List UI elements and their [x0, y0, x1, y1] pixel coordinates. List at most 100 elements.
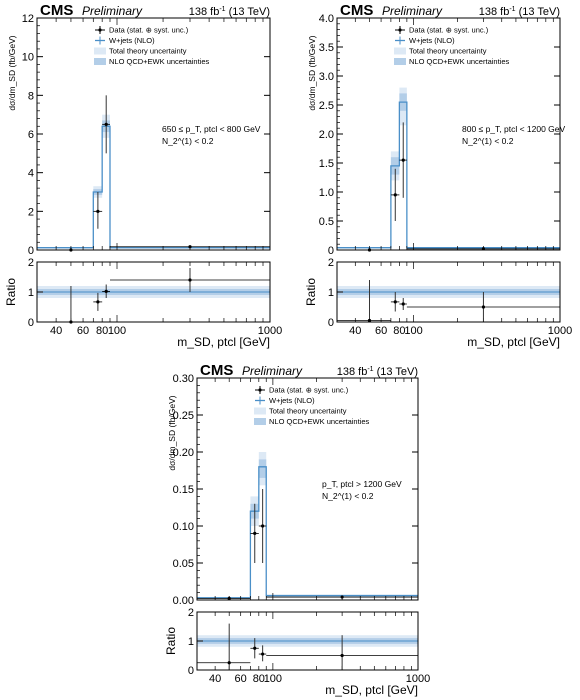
- ytick-label: 1.5: [319, 158, 334, 170]
- legend-nlo-label: NLO QCD+EWK uncertainties: [109, 57, 209, 66]
- ylabel-ratio: Ratio: [304, 278, 318, 306]
- legend-theory-swatch: [394, 47, 406, 55]
- xlabel: m_SD, ptcl [GeV]: [467, 335, 560, 349]
- legend-nlo-swatch: [254, 418, 266, 425]
- data-point-1: [250, 503, 259, 563]
- ytick-label: 6: [28, 129, 34, 141]
- ratio-point-1: [250, 638, 259, 659]
- legend-nlo-swatch: [394, 58, 406, 65]
- legend-nlo-swatch: [94, 58, 106, 65]
- annotation-n2: N_2^(1) < 0.2: [322, 491, 374, 501]
- ratio-marker: [340, 653, 344, 658]
- panel-left: CMS Preliminary 138 fb-1 (13 TeV)024681012…: [4, 2, 282, 349]
- preliminary-label: Preliminary: [82, 4, 143, 18]
- legend-nlo-label: NLO QCD+EWK uncertainties: [409, 57, 509, 66]
- xtick-label: 40: [50, 325, 62, 337]
- ytick-label: 0.05: [173, 558, 194, 570]
- legend-theory-swatch: [94, 47, 106, 55]
- ratio-point-2: [258, 645, 267, 662]
- ytick-label: 0.15: [173, 484, 194, 496]
- legend-nlo-label: NLO QCD+EWK uncertainties: [269, 417, 369, 426]
- data-marker: [393, 193, 397, 197]
- legend-data-marker: [258, 388, 262, 392]
- band-nlo-bin-2: [258, 459, 267, 478]
- ratio-point-1: [390, 292, 400, 312]
- ytick-label: 3.0: [319, 71, 334, 83]
- legend: Data (stat. ⊕ syst. unc.)W+jets (NLO) Tot…: [94, 26, 209, 66]
- ratio-marker: [104, 289, 108, 293]
- cms-label: CMS: [340, 2, 373, 19]
- legend: Data (stat. ⊕ syst. unc.)W+jets (NLO) Tot…: [254, 386, 369, 426]
- ytick-label: 2: [28, 206, 34, 218]
- mc-histogram: [37, 125, 270, 249]
- legend-theory-label: Total theory uncertainty: [269, 407, 347, 416]
- ratio-marker: [188, 278, 192, 282]
- ytick-label: 4.0: [319, 13, 334, 25]
- cms-label: CMS: [40, 2, 73, 19]
- xtick-label: 60: [375, 325, 387, 337]
- ratio-marker: [253, 646, 257, 650]
- kinematic-annotation: 650 ≤ p_T, ptcl < 800 GeV N_2^(1) < 0.2: [162, 124, 261, 146]
- ratio-marker: [367, 318, 372, 323]
- ytick-label: 4: [28, 168, 34, 180]
- data-marker: [253, 531, 257, 536]
- ytick-label: 0: [28, 245, 34, 257]
- annotation-pt: 800 ≤ p_T, ptcl < 1200 GeV: [462, 124, 566, 134]
- ratio-marker: [481, 305, 486, 309]
- legend-data-label: Data (stat. ⊕ syst. unc.): [409, 26, 489, 35]
- mc-histogram: [197, 466, 418, 599]
- preliminary-label: Preliminary: [382, 4, 443, 18]
- xlabel: m_SD, ptcl [GeV]: [177, 335, 270, 349]
- ytick-label: 0: [328, 245, 334, 257]
- xtick-label: 1000: [548, 325, 572, 337]
- data-point-2: [102, 95, 110, 154]
- annotation-pt: 650 ≤ p_T, ptcl < 800 GeV: [162, 124, 261, 134]
- legend-data-marker: [398, 28, 402, 32]
- ratio-ytick-label: 0: [28, 317, 34, 329]
- legend-mc-label: W+jets (NLO): [109, 36, 155, 45]
- lumi-label: 138 fb-1 (13 TeV): [479, 6, 560, 18]
- data-marker: [104, 122, 108, 126]
- kinematic-annotation: 800 ≤ p_T, ptcl < 1200 GeV N_2^(1) < 0.2: [462, 124, 566, 146]
- ratio-marker: [227, 661, 231, 665]
- xtick-label: 80: [253, 673, 265, 685]
- data-point-2: [258, 489, 267, 563]
- ratio-point-3: [109, 268, 270, 292]
- data-marker: [261, 524, 265, 528]
- ytick-label: 2.5: [319, 100, 334, 112]
- mc-histogram: [337, 101, 560, 249]
- ylabel-main: dσ/dm_SD (fb/GeV): [167, 395, 177, 470]
- ytick-label: 0.30: [173, 373, 194, 385]
- ytick-label: 0.25: [173, 410, 194, 422]
- ratio-ytick-label: 1: [28, 287, 34, 299]
- xtick-label: 100: [108, 325, 126, 337]
- ratio-point-1: [93, 292, 103, 311]
- ratio-point-2: [399, 298, 407, 310]
- xtick-label: 60: [77, 325, 89, 337]
- ratio-ytick-label: 0: [188, 665, 194, 677]
- annotation-n2: N_2^(1) < 0.2: [162, 136, 214, 146]
- ylabel-ratio: Ratio: [164, 627, 178, 655]
- legend-mc-label: W+jets (NLO): [409, 36, 455, 45]
- ratio-point-0: [197, 623, 251, 670]
- data-marker: [401, 158, 405, 162]
- legend-theory-label: Total theory uncertainty: [109, 47, 187, 56]
- data-marker: [96, 209, 100, 213]
- ytick-label: 0.00: [173, 595, 194, 607]
- ratio-point-3: [406, 292, 560, 322]
- xtick-label: 80: [96, 325, 108, 337]
- xtick-label: 60: [235, 673, 247, 685]
- legend-theory-swatch: [254, 407, 266, 415]
- annotation-pt: p_T, ptcl > 1200 GeV: [322, 479, 402, 489]
- cms-label: CMS: [200, 362, 233, 379]
- data-point-1: [390, 168, 400, 221]
- panel-right: CMS Preliminary 138 fb-1 (13 TeV) 0 0.5 1.0 1.…: [304, 2, 572, 349]
- ytick-label: 10: [22, 52, 34, 64]
- legend-data-label: Data (stat. ⊕ syst. unc.): [109, 26, 189, 35]
- xlabel: m_SD, ptcl [GeV]: [325, 683, 418, 697]
- legend-data-marker: [98, 28, 102, 32]
- xtick-label: 80: [393, 325, 405, 337]
- lumi-label: 138 fb-1 (13 TeV): [337, 366, 418, 378]
- ratio-marker: [401, 302, 405, 306]
